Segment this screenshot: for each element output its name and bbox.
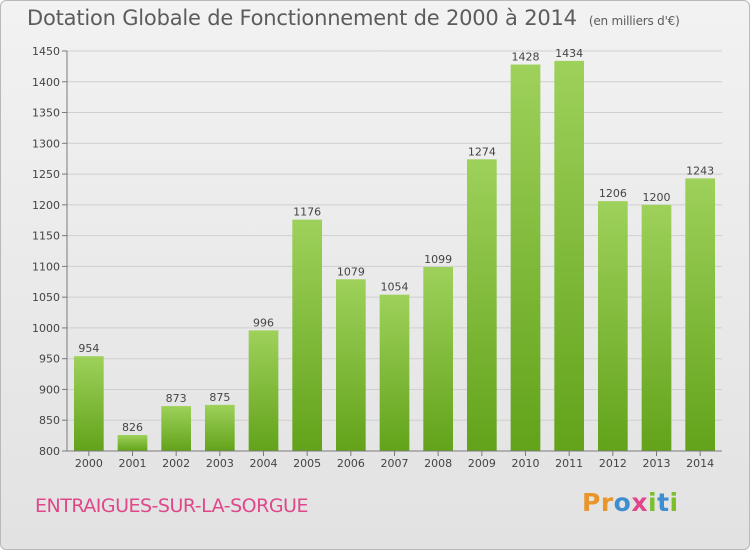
- y-tick-label: 900: [39, 383, 60, 396]
- bar: [423, 267, 454, 451]
- y-tick-label: 800: [39, 445, 60, 458]
- y-tick-label: 1000: [32, 322, 60, 335]
- bar-value-label: 1079: [337, 265, 365, 278]
- proxiti-logo: Proxiti: [582, 488, 679, 517]
- x-tick-label: 2008: [424, 457, 452, 470]
- logo-letter: x: [631, 488, 648, 517]
- x-tick-label: 2000: [75, 457, 103, 470]
- bar-value-label: 1206: [599, 187, 627, 200]
- y-tick-label: 1350: [32, 107, 60, 120]
- x-tick-label: 2004: [250, 457, 278, 470]
- bar: [73, 356, 104, 451]
- bar-value-label: 1200: [643, 191, 671, 204]
- x-tick-label: 2013: [643, 457, 671, 470]
- chart-subtitle: (en milliers d'€): [588, 14, 680, 28]
- bar: [248, 330, 279, 451]
- y-tick-label: 1050: [32, 291, 60, 304]
- bar-value-label: 873: [166, 392, 187, 405]
- y-tick-label: 1150: [32, 230, 60, 243]
- y-tick-label: 1450: [32, 45, 60, 58]
- bar: [117, 435, 148, 451]
- bar: [510, 64, 541, 452]
- y-tick-label: 1300: [32, 137, 60, 150]
- bar-value-label: 1274: [468, 145, 496, 158]
- bar: [641, 204, 672, 451]
- logo-letter: o: [613, 488, 632, 517]
- logo-letter: P: [582, 488, 601, 517]
- x-tick-label: 2011: [555, 457, 583, 470]
- y-tick-label: 1100: [32, 260, 60, 273]
- logo-letter: t: [657, 488, 670, 517]
- chart-title: Dotation Globale de Fonctionnement de 20…: [27, 6, 680, 30]
- y-tick-label: 1400: [32, 76, 60, 89]
- bar-value-label: 1099: [424, 253, 452, 266]
- bar-value-label: 996: [253, 316, 274, 329]
- bar: [292, 219, 323, 451]
- logo-letter: i: [669, 488, 679, 517]
- bar: [335, 279, 366, 451]
- bar-value-label: 826: [122, 421, 143, 434]
- bar: [204, 404, 235, 451]
- y-tick-label: 1200: [32, 199, 60, 212]
- bar-value-label: 1434: [555, 47, 583, 60]
- commune-name: ENTRAIGUES-SUR-LA-SORGUE: [35, 495, 308, 517]
- bar: [685, 178, 716, 451]
- bar-value-label: 1176: [293, 206, 321, 219]
- bar: [379, 294, 410, 451]
- x-tick-label: 2006: [337, 457, 365, 470]
- bar-value-label: 875: [209, 391, 230, 404]
- x-tick-label: 2012: [599, 457, 627, 470]
- bar: [554, 60, 585, 451]
- y-tick-label: 950: [39, 353, 60, 366]
- bar: [161, 406, 192, 451]
- x-tick-label: 2014: [686, 457, 714, 470]
- y-tick-label: 1250: [32, 168, 60, 181]
- bar-value-label: 1428: [512, 51, 540, 64]
- x-tick-label: 2001: [119, 457, 147, 470]
- bar-value-label: 1243: [686, 164, 714, 177]
- x-tick-label: 2002: [162, 457, 190, 470]
- bar: [597, 201, 628, 451]
- bar-value-label: 1054: [381, 281, 409, 294]
- bar: [466, 159, 497, 452]
- chart-title-text: Dotation Globale de Fonctionnement de 20…: [27, 6, 577, 30]
- logo-letter: r: [600, 488, 614, 517]
- y-tick-label: 850: [39, 414, 60, 427]
- x-tick-label: 2009: [468, 457, 496, 470]
- x-tick-label: 2010: [512, 457, 540, 470]
- logo-letter: i: [648, 488, 658, 517]
- bar-value-label: 954: [78, 342, 99, 355]
- x-tick-label: 2003: [206, 457, 234, 470]
- x-tick-label: 2005: [293, 457, 321, 470]
- x-tick-label: 2007: [381, 457, 409, 470]
